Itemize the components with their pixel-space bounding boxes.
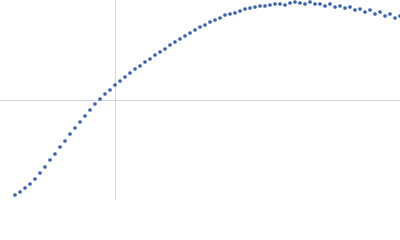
data-point [178, 37, 182, 41]
data-point [323, 4, 327, 8]
data-point [68, 132, 72, 136]
data-point [143, 60, 147, 64]
data-point [373, 12, 377, 16]
data-point [233, 11, 237, 15]
data-point [318, 2, 322, 6]
data-point [358, 7, 362, 11]
data-point [173, 40, 177, 44]
data-point [343, 6, 347, 10]
data-point [378, 10, 382, 14]
data-point [303, 2, 307, 6]
data-point [193, 28, 197, 32]
data-point [288, 1, 292, 5]
data-point [198, 25, 202, 29]
data-point [108, 88, 112, 92]
data-point [183, 34, 187, 38]
data-point [223, 13, 227, 17]
data-point [113, 83, 117, 87]
data-point [53, 152, 57, 156]
data-point [118, 79, 122, 83]
data-point [78, 120, 82, 124]
data-point [38, 171, 42, 175]
data-point [328, 2, 332, 6]
data-point [188, 31, 192, 35]
data-point [273, 2, 277, 6]
data-point [73, 126, 77, 130]
data-point [93, 102, 97, 106]
data-point [333, 5, 337, 9]
data-point [313, 2, 317, 6]
data-point [203, 23, 207, 27]
data-point [228, 12, 232, 16]
data-point [128, 71, 132, 75]
data-point [253, 5, 257, 9]
data-point [13, 193, 17, 197]
data-point [298, 1, 302, 5]
data-point [268, 3, 272, 7]
data-point [283, 3, 287, 7]
data-point [23, 186, 27, 190]
data-point [138, 64, 142, 68]
data-point [218, 16, 222, 20]
data-point [363, 10, 367, 14]
data-point [238, 9, 242, 13]
data-point [88, 108, 92, 112]
data-point [163, 47, 167, 51]
data-point [393, 16, 397, 20]
data-point [103, 92, 107, 96]
data-point [98, 97, 102, 101]
data-point [153, 53, 157, 57]
data-point [43, 165, 47, 169]
data-point [208, 20, 212, 24]
data-point [18, 190, 22, 194]
data-point [368, 8, 372, 12]
data-point [58, 145, 62, 149]
data-point [243, 7, 247, 11]
data-point [338, 4, 342, 8]
data-point [258, 4, 262, 8]
data-point [308, 0, 312, 4]
data-point [63, 139, 67, 143]
data-point [28, 182, 32, 186]
data-point [213, 18, 217, 22]
data-point [348, 5, 352, 9]
data-point [48, 158, 52, 162]
data-point [248, 6, 252, 10]
data-point [123, 75, 127, 79]
data-point [278, 2, 282, 6]
data-point [388, 12, 392, 16]
data-point [148, 57, 152, 61]
data-point [168, 43, 172, 47]
data-point [353, 8, 357, 12]
data-point [263, 4, 267, 8]
chart [0, 0, 400, 200]
data-point [293, 0, 297, 4]
data-point [133, 67, 137, 71]
data-point [383, 14, 387, 18]
data-point [33, 177, 37, 181]
data-point [158, 50, 162, 54]
data-point [83, 114, 87, 118]
